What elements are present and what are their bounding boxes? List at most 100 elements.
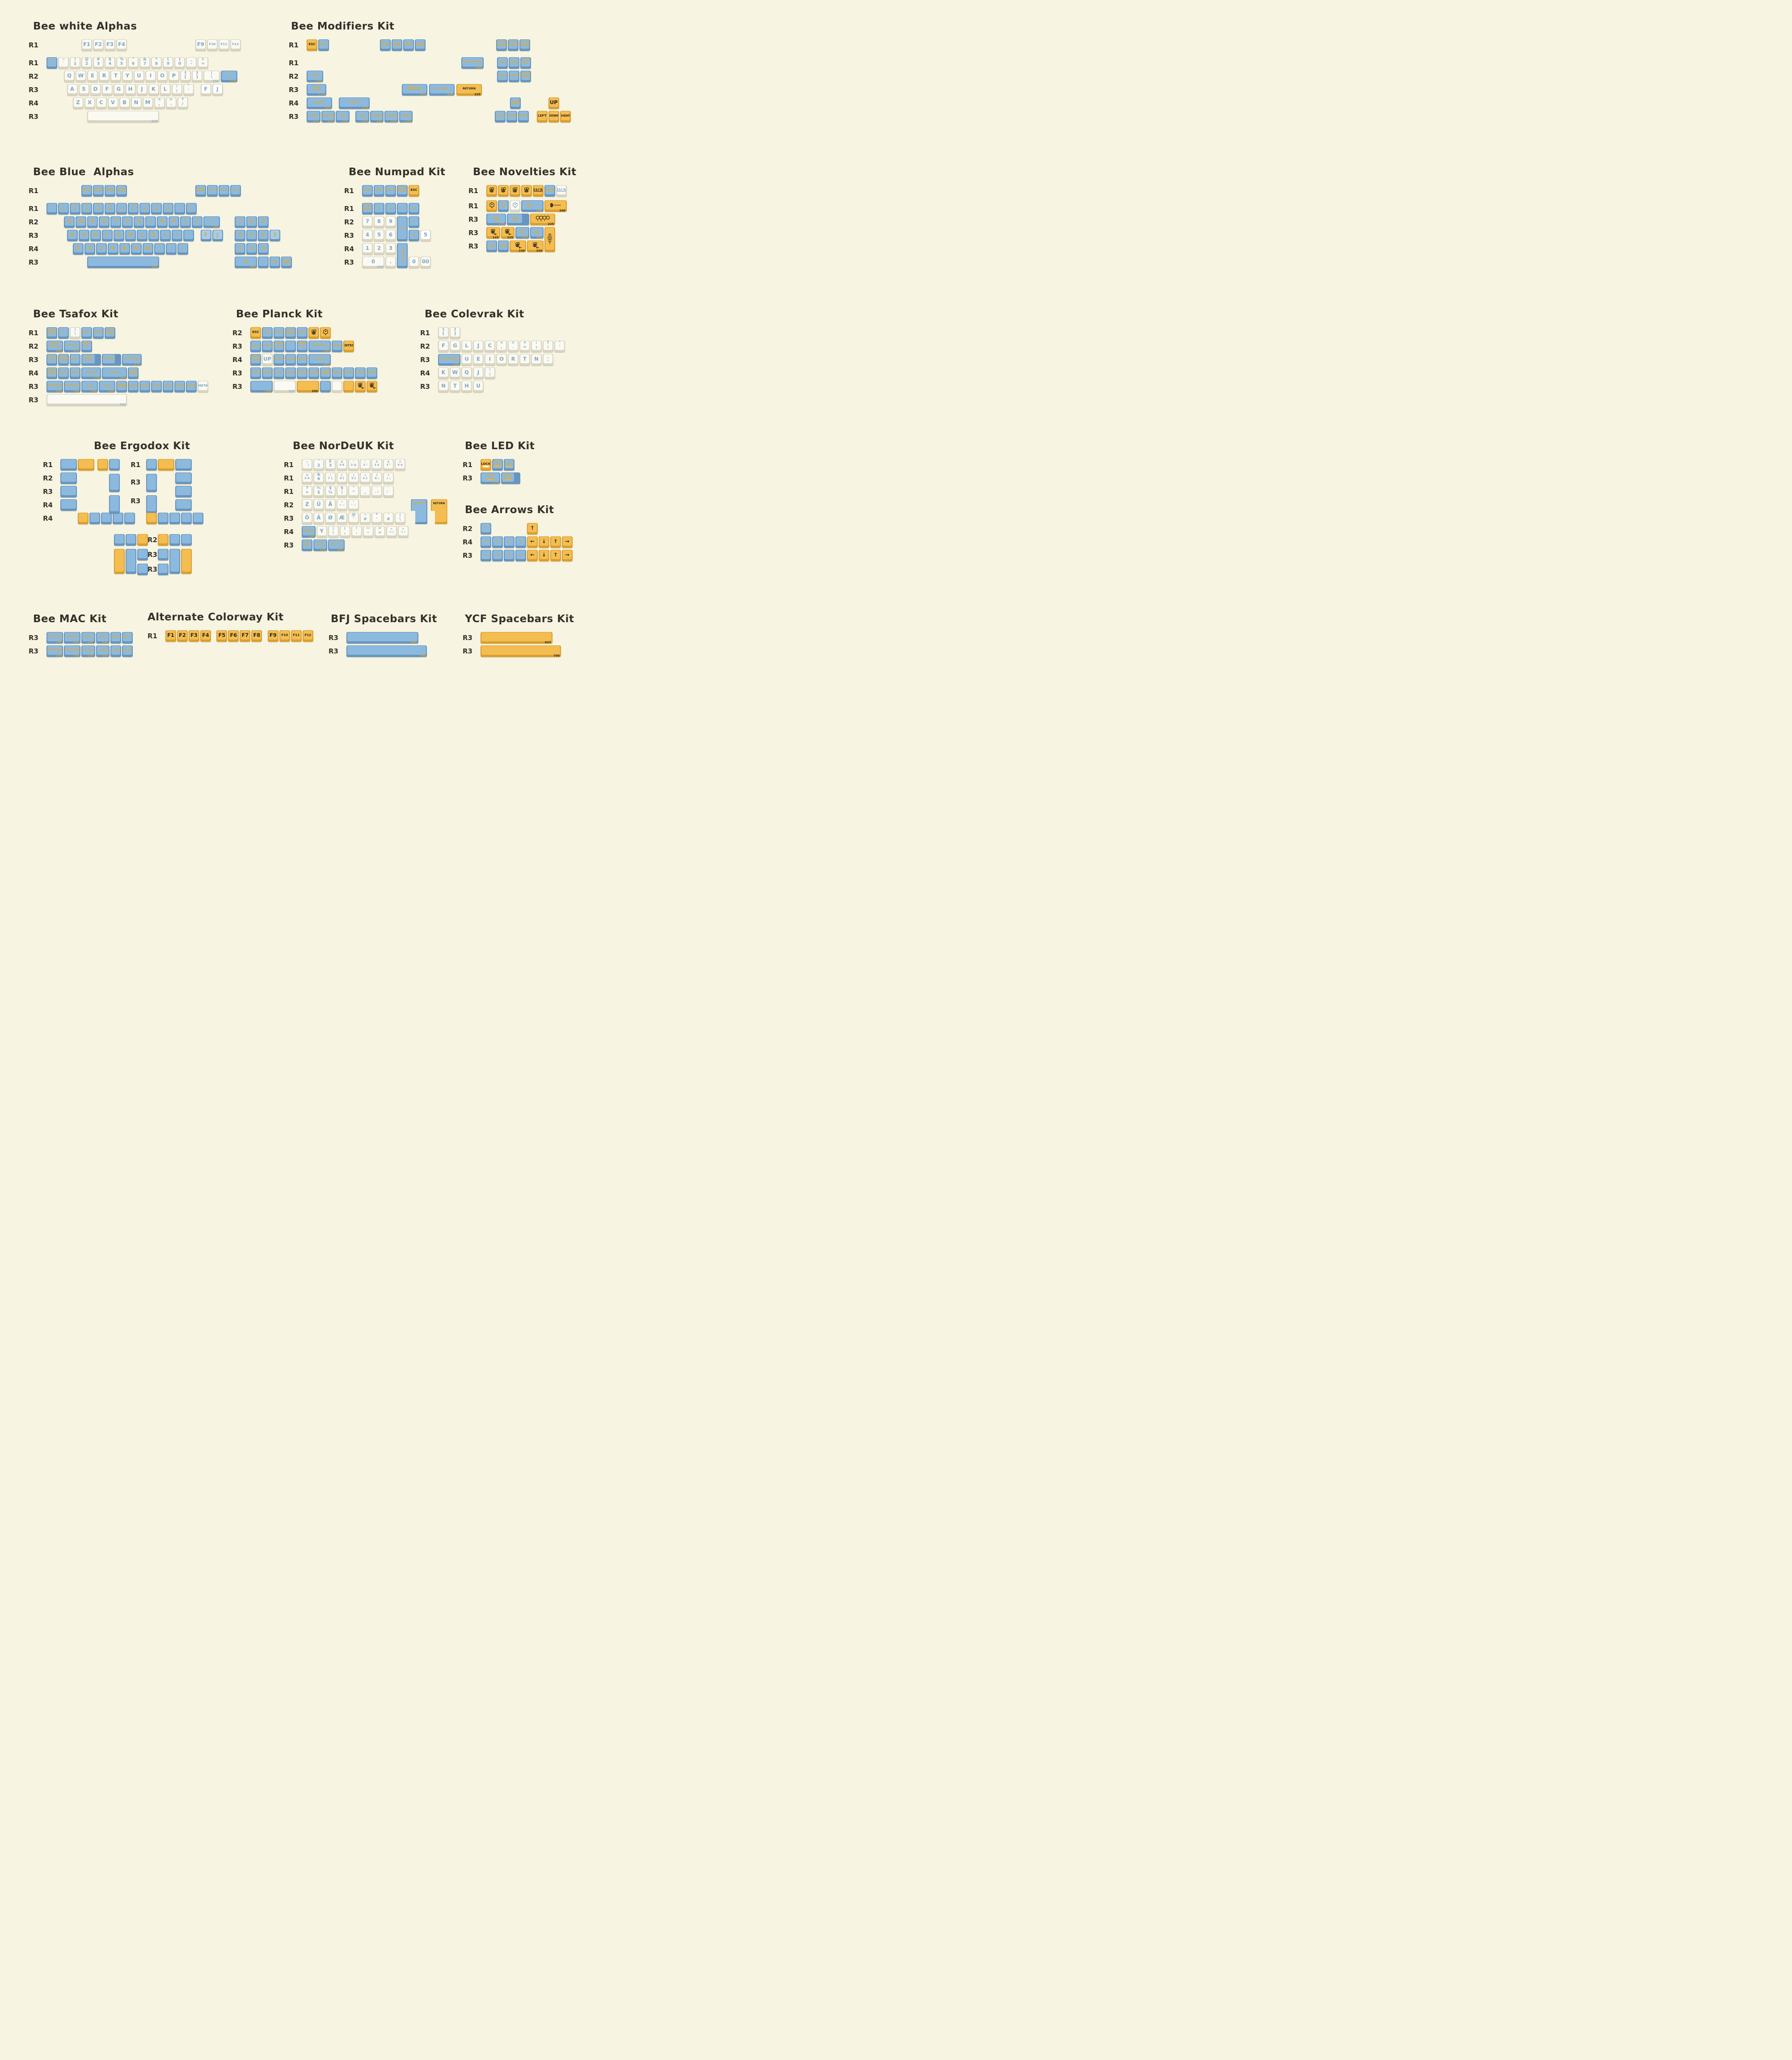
row-label: R1	[148, 632, 157, 640]
key-legend: HOME	[510, 60, 519, 64]
key-legend: ; ,	[344, 527, 346, 535]
keycap: # 3 £	[371, 459, 382, 471]
row-label: R4	[43, 514, 53, 522]
key-legend: ESC	[410, 188, 417, 192]
key-legend: J	[477, 369, 480, 375]
bee-sword-icon	[489, 229, 498, 235]
keycap	[146, 474, 157, 492]
bee-blue-alphas: Bee Blue Alphas R1 F1 F2 F3 F4 F9 F10 F11 F12 R1 ~ …	[29, 166, 292, 269]
key-legend: DOWN	[549, 114, 558, 118]
size-label: 125	[327, 119, 333, 123]
keycap: SHIFT 275	[338, 97, 370, 110]
key-legend: $ 4	[97, 203, 100, 212]
key-legend: I	[149, 218, 152, 224]
size-label: 225	[420, 93, 426, 96]
key-legend: −	[400, 204, 405, 211]
keycap: CONTROL 175	[122, 354, 142, 366]
row-label: R3	[29, 396, 38, 404]
key-legend: E	[91, 218, 94, 224]
bee-planck-kit-title: Bee Planck Kit	[236, 308, 323, 320]
row-label: R3	[463, 634, 472, 642]
size-label: 125	[87, 654, 94, 657]
keycap: J	[136, 230, 148, 241]
size-label: 150	[519, 249, 525, 253]
row-label: R2	[29, 342, 38, 350]
keycap: F4	[200, 630, 211, 642]
keycap: N	[438, 381, 449, 392]
keycap: UP	[548, 97, 559, 109]
key-legend: ' #	[387, 513, 390, 522]
keycap: " 2	[313, 459, 324, 471]
key-legend: £ 3	[329, 459, 332, 468]
keycap: } ]	[450, 327, 460, 339]
key-legend: RIGHT	[561, 114, 570, 118]
key-legend: R	[102, 72, 106, 79]
alternate-colorway-kit: Alternate Colorway Kit R1 F1 F2 F3 F4 F5 F6 F7 F8…	[148, 611, 313, 642]
keycap: F11	[218, 185, 229, 197]
key-legend: ? +	[305, 486, 309, 495]
key-legend: F10	[281, 633, 288, 637]
key-legend: ←	[484, 551, 488, 558]
keycap	[343, 381, 354, 392]
key-legend: W	[452, 369, 458, 375]
keycap: } ]	[192, 71, 202, 82]
key-legend: COMMAND	[47, 648, 62, 652]
key-legend: SHIFT	[109, 370, 120, 375]
keycap: SHIFT	[285, 354, 296, 366]
key-legend: > .	[169, 244, 173, 252]
keycap: F1	[81, 39, 92, 51]
keycap: F10	[279, 630, 290, 642]
key-legend: F7	[405, 41, 412, 47]
keycap: ! 1	[70, 57, 80, 69]
keycap: JACK	[556, 185, 567, 197]
key-legend: CTRL	[401, 114, 411, 118]
key-legend: PAGE UP	[298, 342, 307, 348]
key-legend: F11	[220, 188, 228, 192]
key-legend: E	[476, 355, 480, 362]
keycap	[146, 495, 157, 514]
keycap: F9	[195, 185, 206, 197]
keycap: SHIFT	[70, 367, 80, 379]
key-legend: Ä	[316, 514, 321, 521]
keycap: TAB 150	[307, 71, 323, 83]
key-legend: N	[134, 244, 139, 251]
key-legend: LEFT	[538, 114, 547, 118]
keycap	[181, 534, 192, 546]
keycap	[158, 534, 169, 546]
key-legend: M	[145, 99, 151, 105]
keycap: F3	[105, 39, 115, 51]
key-legend: 1	[365, 244, 369, 251]
keycap: + =	[519, 341, 530, 352]
key-legend: RIGHT	[519, 114, 528, 118]
key-legend: F12	[232, 42, 239, 46]
key-legend: { [	[184, 71, 187, 80]
keycap: ) 0	[174, 57, 185, 69]
key-legend: ESC	[264, 330, 271, 334]
size-label: 625	[151, 119, 158, 123]
gear-icon-keycap	[506, 214, 529, 225]
keycap: ESC	[318, 39, 329, 51]
keycap: 6	[258, 230, 269, 241]
key-legend: ´ , |	[375, 487, 379, 493]
key-legend: 8	[377, 218, 381, 224]
key-legend: @ 2	[84, 58, 89, 66]
key-legend: RETURN	[313, 343, 326, 347]
row-label: R1	[284, 488, 294, 496]
keycap: T	[110, 216, 121, 228]
key-legend: T	[114, 72, 118, 79]
keycap: F10	[207, 39, 218, 51]
key-legend: META	[198, 383, 207, 388]
keycap: F3	[105, 185, 115, 197]
key-legend: FN	[118, 382, 126, 389]
bee-mac-kit-title: Bee MAC Kit	[33, 613, 107, 625]
key-legend: RETURN	[463, 87, 476, 91]
keycap	[158, 549, 169, 560]
keycap: { [	[180, 71, 191, 82]
keycap: CMD	[122, 645, 133, 657]
keycap: 625	[346, 632, 418, 644]
keycap: O	[496, 354, 507, 366]
key-legend: L	[163, 231, 167, 238]
keycap: G	[450, 341, 460, 352]
bee-wink-icon-keycap	[498, 185, 509, 197]
